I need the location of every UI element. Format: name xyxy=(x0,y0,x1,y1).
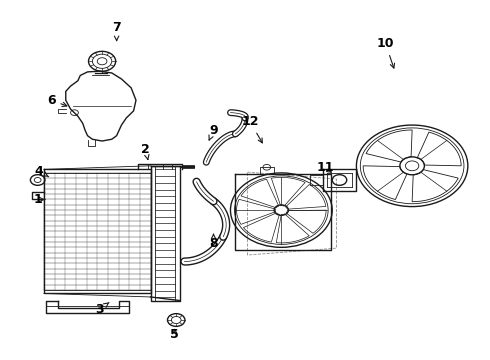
Text: 12: 12 xyxy=(241,115,262,143)
Text: 7: 7 xyxy=(112,21,121,41)
Text: 2: 2 xyxy=(141,143,150,159)
Text: 9: 9 xyxy=(209,124,218,140)
Text: 5: 5 xyxy=(171,328,179,341)
Text: 11: 11 xyxy=(316,161,334,174)
Text: 1: 1 xyxy=(33,193,45,206)
Text: 4: 4 xyxy=(35,165,49,177)
Text: 6: 6 xyxy=(47,94,67,107)
Text: 3: 3 xyxy=(96,302,109,316)
Text: 8: 8 xyxy=(209,234,218,250)
Text: 10: 10 xyxy=(377,37,394,68)
